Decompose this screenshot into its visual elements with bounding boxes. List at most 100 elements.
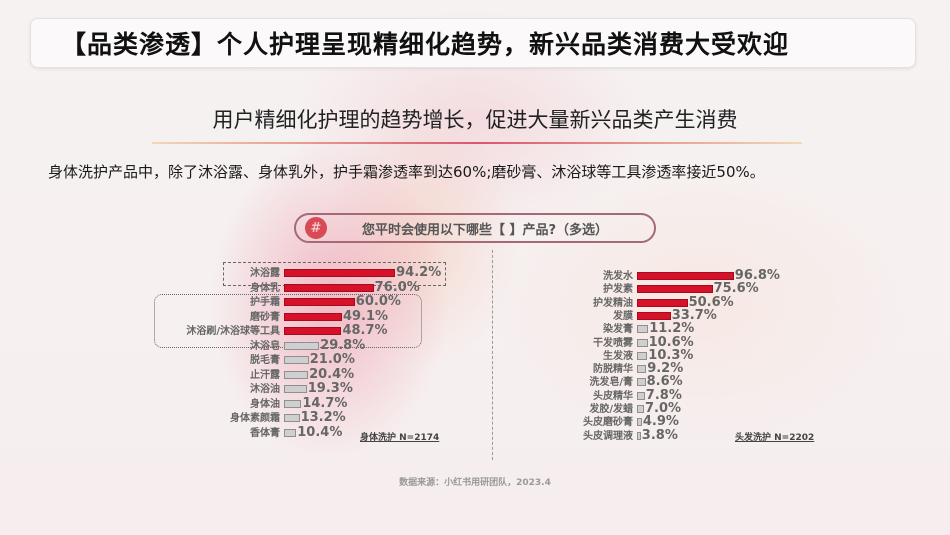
bar-value: 60.0% bbox=[355, 294, 401, 309]
bar-label: 身体乳 bbox=[250, 282, 280, 294]
page-title: 【品类渗透】个人护理呈现精细化趋势，新兴品类消费大受欢迎 bbox=[61, 30, 790, 59]
bar-value: 14.7% bbox=[302, 395, 348, 411]
bar-value: 29.8% bbox=[320, 337, 366, 353]
bar-row: 生发液 10.3% bbox=[0, 347, 950, 364]
bar bbox=[637, 391, 645, 400]
bar bbox=[284, 312, 342, 321]
bar-label: 沐浴露 bbox=[250, 268, 280, 279]
body-care-n-label: 身体洗护 N=2174 bbox=[360, 433, 440, 443]
description: 身体洗护产品中，除了沐浴露、身体乳外，护手霜渗透率到达60%;磨砂膏、沐浴球等工… bbox=[48, 163, 765, 181]
bar-label: 护手霜 bbox=[250, 297, 280, 308]
bar-row: 沐浴刷/沐浴球等工具 48.7% bbox=[0, 323, 950, 339]
bar bbox=[284, 298, 355, 306]
bar-row: 磨砂膏 49.1% bbox=[0, 308, 950, 325]
bar bbox=[637, 272, 734, 280]
hashtag-icon: # bbox=[305, 217, 327, 239]
bar-label: 沐浴油 bbox=[250, 384, 280, 395]
bar-row: 止汗露 20.4% bbox=[0, 367, 950, 383]
bar-label: 头皮精华 bbox=[593, 390, 633, 402]
bar bbox=[637, 338, 648, 347]
bar-row: 头皮磨砂膏 4.9% bbox=[0, 414, 950, 430]
bar-label: 洗发水 bbox=[603, 271, 633, 282]
bar-label: 干发喷雾 bbox=[593, 337, 633, 349]
bar-value: 50.6% bbox=[688, 294, 734, 310]
bar-value: 10.4% bbox=[297, 424, 343, 440]
bar bbox=[284, 428, 297, 437]
bar-row: 沐浴露 94.2% bbox=[0, 265, 950, 281]
bar-row: 洗发皂/膏 8.6% bbox=[0, 374, 950, 390]
title-banner: 【品类渗透】个人护理呈现精细化趋势，新兴品类消费大受欢迎 bbox=[30, 18, 916, 68]
bar-value: 48.7% bbox=[342, 323, 388, 338]
bar-row: 干发喷雾 10.6% bbox=[0, 334, 950, 351]
bar-row: 护手霜 60.0% bbox=[0, 294, 950, 310]
bar-label: 磨砂膏 bbox=[250, 311, 280, 323]
bar-label: 发膜 bbox=[613, 310, 633, 322]
bar bbox=[284, 370, 309, 379]
bar bbox=[637, 418, 642, 427]
bar-row: 染发膏 11.2% bbox=[0, 321, 950, 337]
bar bbox=[284, 327, 342, 335]
bar bbox=[284, 283, 374, 292]
bar bbox=[284, 356, 309, 364]
bar-label: 身体油 bbox=[250, 398, 280, 410]
bar bbox=[637, 298, 688, 307]
bar bbox=[284, 269, 396, 277]
bar-row: 护发素 75.6% bbox=[0, 281, 950, 297]
bar bbox=[637, 311, 671, 320]
bar-value: 49.1% bbox=[342, 308, 389, 324]
subtitle-underline bbox=[152, 142, 802, 144]
bar bbox=[284, 414, 300, 422]
bar bbox=[637, 351, 648, 360]
bar-value: 7.8% bbox=[645, 387, 682, 403]
bar-value: 94.2% bbox=[396, 265, 442, 280]
data-source: 数据来源：小红书用研团队，2023.4 bbox=[399, 478, 551, 488]
bar-row: 脱毛膏 21.0% bbox=[0, 352, 950, 368]
bar bbox=[637, 285, 713, 294]
bar-label: 止汗露 bbox=[250, 369, 280, 381]
bar-value: 10.3% bbox=[648, 347, 694, 363]
bar-row: 沐浴油 19.3% bbox=[0, 381, 950, 397]
bar-value: 11.2% bbox=[649, 321, 695, 337]
question-text: 您平时会使用以下哪些【 】产品?（多选） bbox=[361, 222, 609, 238]
bar-label: 护发精油 bbox=[593, 297, 633, 309]
bar bbox=[637, 431, 641, 440]
bar-label: 头皮调理液 bbox=[583, 430, 633, 442]
bar-row: 身体油 14.7% bbox=[0, 395, 950, 412]
bar-row: 香体膏 10.4% bbox=[0, 424, 950, 441]
bar-label: 洗发皂/膏 bbox=[589, 377, 633, 389]
bar-row: 沐浴皂 29.8% bbox=[0, 337, 950, 354]
bar-row: 洗发水 96.8% bbox=[0, 268, 950, 284]
bar-value: 4.9% bbox=[642, 414, 679, 430]
bar-row: 防脱精华 9.2% bbox=[0, 361, 950, 377]
bar-label: 防脱精华 bbox=[593, 364, 633, 376]
bar bbox=[284, 385, 307, 393]
bar-label: 身体素颜霜 bbox=[230, 413, 280, 424]
bar-row: 身体乳 76.0% bbox=[0, 280, 950, 296]
bar bbox=[637, 405, 644, 413]
bar-row: 护发精油 50.6% bbox=[0, 294, 950, 311]
bar-value: 7.0% bbox=[645, 401, 682, 416]
bar-value: 96.8% bbox=[734, 268, 780, 283]
bar-value: 3.8% bbox=[641, 427, 678, 443]
bar-value: 13.2% bbox=[300, 410, 346, 425]
bar bbox=[284, 399, 302, 408]
bar-label: 头皮磨砂膏 bbox=[583, 417, 633, 429]
bar-value: 21.0% bbox=[309, 352, 355, 367]
bar-label: 沐浴刷/沐浴球等工具 bbox=[186, 326, 280, 337]
bar-row: 身体素颜霜 13.2% bbox=[0, 410, 950, 426]
bar-row: 头皮精华 7.8% bbox=[0, 387, 950, 404]
question-banner: # 您平时会使用以下哪些【 】产品?（多选） bbox=[294, 213, 656, 243]
bar-row: 发膜 33.7% bbox=[0, 308, 950, 324]
bar-label: 护发素 bbox=[603, 284, 633, 296]
bar-row: 发胶/发蜡 7.0% bbox=[0, 401, 950, 417]
chart-divider bbox=[492, 250, 493, 460]
bar-value: 75.6% bbox=[713, 281, 759, 297]
bar-row: 头皮调理液 3.8% bbox=[0, 427, 950, 444]
hair-care-n-label: 头发洗护 N=2202 bbox=[735, 433, 815, 443]
bar bbox=[637, 365, 647, 374]
bar-value: 8.6% bbox=[646, 374, 683, 390]
bar-value: 19.3% bbox=[307, 381, 353, 396]
bar-value: 10.6% bbox=[648, 334, 694, 350]
bar-label: 脱毛膏 bbox=[250, 355, 280, 366]
